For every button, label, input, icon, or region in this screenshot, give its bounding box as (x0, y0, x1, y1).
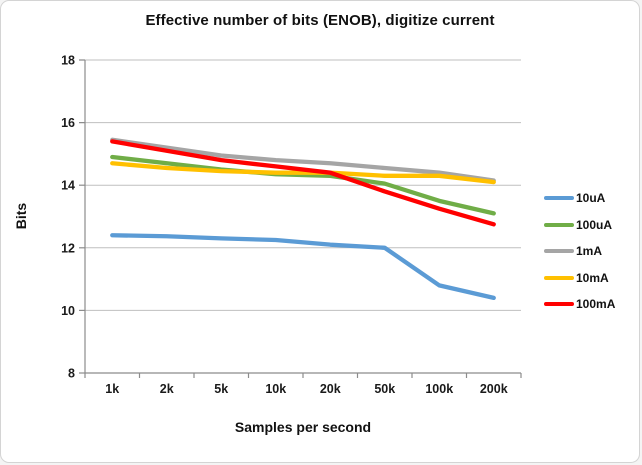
x-axis-title: Samples per second (234, 419, 372, 435)
legend-swatch-10uA (544, 196, 574, 201)
legend-swatch-1mA (544, 249, 574, 254)
legend-label: 10mA (576, 270, 609, 285)
legend-item-10mA: 10mA (544, 265, 615, 292)
series-line-10mA (110, 161, 496, 185)
legend-item-100uA: 100uA (544, 212, 615, 239)
y-tick-label: 10 (61, 304, 75, 318)
y-tick-label: 12 (61, 241, 75, 255)
legend-label: 100uA (576, 217, 613, 232)
x-tick-label: 10k (265, 382, 286, 396)
legend: 10uA 100uA 1mA 10mA 100mA (544, 185, 615, 318)
legend-item-10uA: 10uA (544, 185, 615, 212)
y-tick-label: 8 (68, 367, 75, 381)
legend-item-1mA: 1mA (544, 238, 615, 265)
series-line-1mA (110, 137, 496, 183)
x-tick-label: 20k (320, 382, 341, 396)
legend-label: 100mA (576, 297, 616, 312)
legend-label: 10uA (576, 191, 606, 206)
series-line-10uA (110, 233, 496, 301)
legend-swatch-10mA (544, 275, 574, 280)
y-tick-label: 14 (61, 179, 75, 193)
y-tick-label: 16 (61, 116, 75, 130)
x-tick-label: 200k (480, 382, 508, 396)
legend-swatch-100uA (544, 222, 574, 227)
y-tick-label: 18 (61, 54, 75, 68)
chart-title: Effective number of bits (ENOB), digitiz… (145, 12, 495, 29)
x-tick-label: 5k (214, 382, 228, 396)
legend-label: 1mA (576, 244, 603, 259)
series-line-100uA (110, 154, 496, 216)
y-axis-title: Bits (13, 202, 29, 230)
series-line-100mA (110, 139, 496, 227)
legend-item-100mA: 100mA (544, 291, 615, 318)
x-tick-label: 1k (105, 382, 119, 396)
legend-swatch-100mA (544, 302, 574, 307)
x-tick-label: 100k (425, 382, 453, 396)
x-tick-label: 50k (374, 382, 395, 396)
x-tick-label: 2k (160, 382, 174, 396)
